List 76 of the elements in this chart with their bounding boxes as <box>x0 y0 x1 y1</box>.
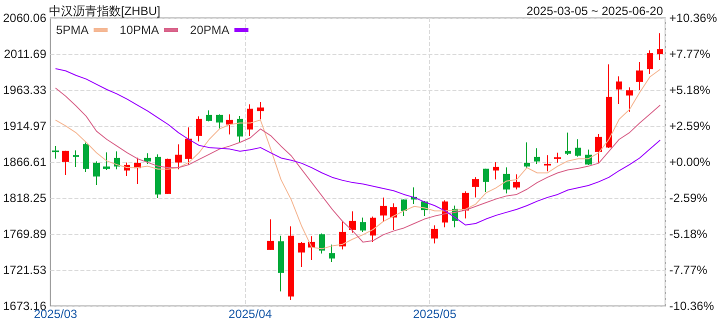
candlestick <box>155 154 161 199</box>
candlestick <box>329 244 335 262</box>
candlestick <box>472 176 479 198</box>
candlestick <box>73 150 79 168</box>
candlestick <box>134 157 141 185</box>
candlestick <box>483 168 489 193</box>
y2-tick-label: +10.36% <box>669 11 718 25</box>
legend-label: 20PMA <box>190 23 230 37</box>
candlestick <box>657 32 663 61</box>
candlestick <box>144 152 151 165</box>
candlestick <box>360 217 366 232</box>
candlestick <box>93 160 100 186</box>
candlestick <box>606 64 612 149</box>
candlestick <box>554 152 561 164</box>
x-tick-label: 2025/04 <box>228 307 272 320</box>
candlestick <box>62 150 69 176</box>
candlestick <box>185 126 192 166</box>
candlestick <box>503 166 510 194</box>
candlestick <box>349 210 356 234</box>
candlestick <box>401 198 407 216</box>
y2-tick-label: +2.59% <box>669 119 711 133</box>
y2-tick-label: -10.36% <box>669 299 714 313</box>
candlestick <box>565 132 571 156</box>
chart-title: 中汉沥青指数[ZHBU] <box>49 4 160 18</box>
candlestick <box>616 76 622 105</box>
y2-tick-label: -5.18% <box>669 227 708 241</box>
candlestick <box>339 220 346 250</box>
candlestick <box>513 174 520 190</box>
candlestick <box>431 224 438 244</box>
candlestick <box>647 50 653 74</box>
x-tick-label: 2025/05 <box>413 307 457 320</box>
candlestick <box>226 114 233 135</box>
y2-tick-label: +5.18% <box>669 83 711 97</box>
candlestick <box>247 104 253 137</box>
y-tick-label: 1818.25 <box>2 191 47 205</box>
candlestick <box>206 110 212 122</box>
legend-label: 5PMA <box>56 23 89 37</box>
candlestick <box>390 202 397 231</box>
candlestick <box>278 235 284 292</box>
y-tick-label: 2011.69 <box>4 47 47 62</box>
candlestick <box>462 190 469 219</box>
candlestick <box>165 158 171 195</box>
candlestick <box>319 232 325 254</box>
candlestick <box>493 162 499 180</box>
candlestick <box>524 142 530 168</box>
candlestick <box>103 152 110 170</box>
candlestick <box>175 144 182 170</box>
candlestick <box>575 138 581 158</box>
y-tick-label: 2060.06 <box>2 11 47 25</box>
candlestick <box>216 114 223 129</box>
y-tick-label: 1769.89 <box>2 226 47 241</box>
candlestick <box>267 218 274 250</box>
y2-tick-label: -7.77% <box>669 263 708 277</box>
y2-tick-label: +7.77% <box>669 47 711 61</box>
candlestick <box>534 148 540 165</box>
candlestick <box>196 116 202 142</box>
candlestick <box>52 146 59 160</box>
legend-label: 10PMA <box>120 23 160 37</box>
chart-subtitle: 2025-03-05 ~ 2025-06-20 <box>526 4 664 18</box>
y-tick-label: 1866.61 <box>2 155 47 169</box>
candlestick <box>636 61 643 90</box>
y-tick-label: 1721.53 <box>2 262 47 277</box>
y2-tick-label: -2.59% <box>669 191 708 205</box>
candlestick <box>237 116 243 142</box>
candlestick <box>595 134 602 164</box>
candlestick <box>288 226 294 301</box>
candlestick <box>380 197 387 223</box>
y-tick-label: 1914.97 <box>2 119 47 133</box>
y-tick-label: 1963.33 <box>2 83 47 98</box>
candlestick <box>626 86 633 112</box>
candlestick <box>83 142 89 172</box>
candlestick <box>370 216 376 243</box>
candlestick <box>257 102 264 120</box>
candlestick <box>298 242 305 268</box>
candlestick <box>544 154 551 172</box>
y2-tick-label: +0.00% <box>669 155 711 169</box>
